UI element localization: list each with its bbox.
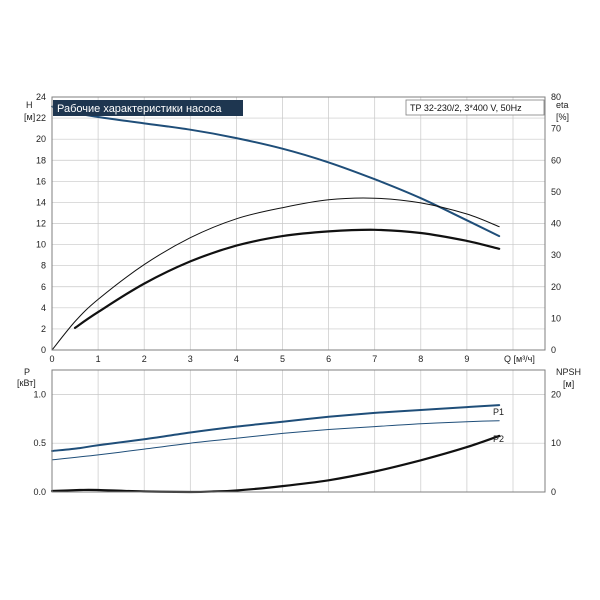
y-tick-label: 20 <box>36 134 46 144</box>
series-line-0-1 <box>51 197 500 351</box>
y-tick-label: 8 <box>41 261 46 271</box>
y2-tick-label: 60 <box>551 155 561 165</box>
p-axis-unit: [кВт] <box>17 378 36 388</box>
plot-frames <box>51 96 546 493</box>
y2-tick-label: 80 <box>551 92 561 102</box>
y-tick-label: 12 <box>36 219 46 229</box>
y2-tick-label: 40 <box>551 219 561 229</box>
npsh-axis-label: NPSH <box>556 367 581 377</box>
series-line-1-2 <box>50 434 501 494</box>
plot-frame <box>51 96 546 351</box>
x-tick-label: 8 <box>418 354 423 364</box>
x-tick-label: 2 <box>142 354 147 364</box>
x-tick-label: 0 <box>49 354 54 364</box>
y-tick-label: 24 <box>36 92 46 102</box>
y-tick-label: 22 <box>36 113 46 123</box>
x-tick-label: 3 <box>188 354 193 364</box>
x-tick-label: 6 <box>326 354 331 364</box>
y2-tick-label: 30 <box>551 250 561 260</box>
series-line-1-0 <box>51 404 501 452</box>
y2-tick-label: 10 <box>551 438 561 448</box>
y-tick-label: 16 <box>36 176 46 186</box>
y2-tick-label: 0 <box>551 345 556 355</box>
y-tick-label: 18 <box>36 155 46 165</box>
chart-title: Рабочие характеристики насоса <box>57 103 222 115</box>
y2-tick-label: 50 <box>551 187 561 197</box>
series-label-p2: P2 <box>493 434 504 444</box>
y-tick-label: 4 <box>41 303 46 313</box>
series-line-0-2 <box>73 228 501 329</box>
eta-axis-label: eta <box>556 100 569 110</box>
chart-title-box <box>53 100 243 116</box>
x-tick-label: 7 <box>372 354 377 364</box>
x-tick-label: 1 <box>96 354 101 364</box>
series-label-p1: P1 <box>493 407 504 417</box>
y-tick-label: 2 <box>41 324 46 334</box>
series-line-0-0 <box>51 105 501 238</box>
y-tick-label: 0 <box>41 345 46 355</box>
y2-tick-label: 70 <box>551 124 561 134</box>
series-lines <box>50 105 501 494</box>
q-axis-label: Q [м³/ч] <box>504 354 535 364</box>
plot-frame <box>51 369 546 493</box>
y-tick-label: 1.0 <box>33 389 46 399</box>
y2-tick-label: 0 <box>551 487 556 497</box>
y-tick-label: 0.5 <box>33 438 46 448</box>
h-axis-unit: [м] <box>24 112 35 122</box>
x-tick-label: 5 <box>280 354 285 364</box>
y2-tick-label: 20 <box>551 389 561 399</box>
y-tick-label: 14 <box>36 197 46 207</box>
series-line-1-1 <box>51 420 500 461</box>
y2-tick-label: 20 <box>551 282 561 292</box>
x-tick-label: 9 <box>464 354 469 364</box>
y-tick-label: 0.0 <box>33 487 46 497</box>
h-axis-label: H <box>26 100 33 110</box>
p-axis-label: P <box>24 367 30 377</box>
x-tick-label: 4 <box>234 354 239 364</box>
pump-model-box <box>405 99 545 116</box>
eta-axis-unit: [%] <box>556 112 569 122</box>
pump-model-label: TP 32-230/2, 3*400 V, 50Hz <box>410 103 522 113</box>
y2-tick-label: 10 <box>551 313 561 323</box>
y-tick-label: 6 <box>41 282 46 292</box>
y-tick-label: 10 <box>36 240 46 250</box>
npsh-axis-unit: [м] <box>563 379 574 389</box>
